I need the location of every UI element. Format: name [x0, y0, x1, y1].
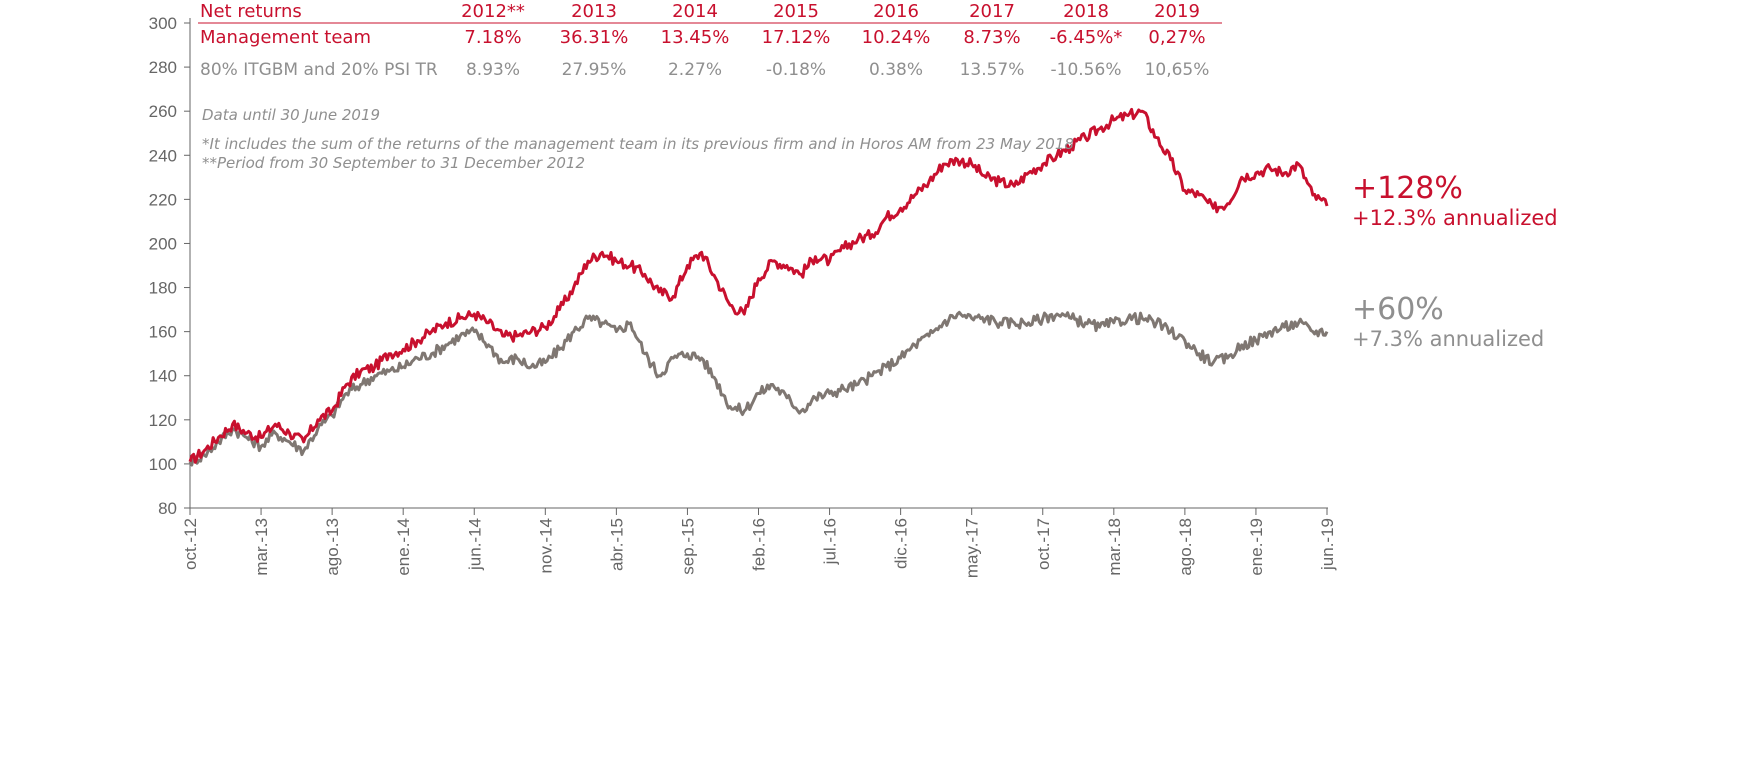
- y-tick-label: 140: [149, 367, 177, 386]
- series-line-benchmark: [188, 310, 1329, 467]
- management-total-label: +128%: [1352, 171, 1463, 206]
- x-tick-label: ago.-13: [323, 518, 342, 576]
- y-tick-label: 120: [149, 411, 177, 430]
- table-year-header: 2016: [873, 1, 919, 22]
- series-line-management: [188, 107, 1329, 464]
- table-cell-benchmark: 10,65%: [1145, 60, 1210, 80]
- note-1: *It includes the sum of the returns of t…: [202, 135, 1074, 153]
- table-cell-management: 7.18%: [464, 27, 521, 48]
- x-tick-label: abr.-15: [607, 518, 626, 571]
- table-cell-management: 17.12%: [762, 27, 831, 48]
- management-annualized-label: +12.3% annualized: [1352, 206, 1558, 230]
- x-tick-label: ene.-19: [1247, 518, 1266, 576]
- table-cell-management: -6.45%*: [1050, 27, 1123, 48]
- table-cell-benchmark: 2.27%: [668, 60, 722, 80]
- x-tick-label: mar.-18: [1105, 518, 1124, 576]
- x-tick-label: oct.-12: [181, 518, 200, 570]
- table-cell-management: 13.45%: [661, 27, 730, 48]
- table-cell-benchmark: 13.57%: [960, 60, 1025, 80]
- table-cell-benchmark: -10.56%: [1051, 60, 1122, 80]
- table-year-headers: 2012** 2013 2014 2015 2016 2017 2018 2019: [461, 1, 1200, 22]
- table-cell-benchmark: 0.38%: [869, 60, 923, 80]
- y-tick-label: 300: [149, 14, 177, 33]
- table-cell-benchmark: -0.18%: [766, 60, 826, 80]
- y-tick-label: 240: [149, 146, 177, 165]
- x-tick-label: oct.-17: [1034, 518, 1053, 570]
- y-tick-label: 200: [149, 234, 177, 253]
- x-tick-label: mar.-13: [252, 518, 271, 576]
- table-year-header: 2017: [969, 1, 1015, 22]
- table-row-benchmark-label: 80% ITGBM and 20% PSI TR: [200, 60, 438, 80]
- returns-table: Net returns 2012** 2013 2014 2015 2016 2017 20…: [198, 1, 1222, 80]
- x-ticks: oct.-12 mar.-13 ago.-13 ene.-14 jun.-14 nov.-…: [181, 508, 1337, 578]
- table-row-benchmark-values: 8.93% 27.95% 2.27% -0.18% 0.38% 13.57% -10.56%…: [466, 60, 1209, 80]
- table-year-header: 2019: [1154, 1, 1200, 22]
- table-cell-management: 8.73%: [963, 27, 1020, 48]
- table-cell-benchmark: 8.93%: [466, 60, 520, 80]
- note-2: **Period from 30 September to 31 Decembe…: [202, 154, 585, 172]
- x-tick-label: jul.-16: [821, 518, 840, 565]
- x-tick-label: jun.-19: [1318, 518, 1337, 571]
- table-year-header: 2015: [773, 1, 819, 22]
- y-tick-label: 80: [158, 499, 177, 518]
- x-tick-label: dic.-16: [892, 518, 911, 569]
- x-tick-label: sep.-15: [678, 518, 697, 575]
- y-ticks: 80 100 120 140 160 180 200 220 240 260 280 300: [149, 14, 190, 518]
- table-header-label: Net returns: [200, 1, 302, 22]
- y-tick-label: 280: [149, 58, 177, 77]
- y-tick-label: 260: [149, 102, 177, 121]
- table-year-header: 2014: [672, 1, 718, 22]
- benchmark-annualized-label: +7.3% annualized: [1352, 327, 1544, 351]
- benchmark-total-label: +60%: [1352, 292, 1444, 327]
- table-cell-management: 36.31%: [560, 27, 629, 48]
- x-tick-label: ago.-18: [1176, 518, 1195, 576]
- y-tick-label: 160: [149, 323, 177, 342]
- x-tick-label: jun.-14: [465, 518, 484, 571]
- x-tick-label: may.-17: [963, 518, 982, 578]
- table-cell-benchmark: 27.95%: [562, 60, 627, 80]
- y-tick-label: 100: [149, 455, 177, 474]
- x-tick-label: feb.-16: [750, 518, 769, 571]
- x-tick-label: ene.-14: [394, 518, 413, 576]
- table-year-header: 2018: [1063, 1, 1109, 22]
- table-cell-management: 10.24%: [862, 27, 931, 48]
- table-year-header: 2012**: [461, 1, 525, 22]
- y-tick-label: 180: [149, 279, 177, 298]
- table-year-header: 2013: [571, 1, 617, 22]
- note-data-until: Data until 30 June 2019: [202, 106, 380, 124]
- y-tick-label: 220: [149, 190, 177, 209]
- table-cell-management: 0,27%: [1148, 27, 1205, 48]
- table-row-management-values: 7.18% 36.31% 13.45% 17.12% 10.24% 8.73% -6.45%…: [464, 27, 1205, 48]
- x-tick-label: nov.-14: [536, 518, 555, 573]
- table-row-management-label: Management team: [200, 27, 371, 48]
